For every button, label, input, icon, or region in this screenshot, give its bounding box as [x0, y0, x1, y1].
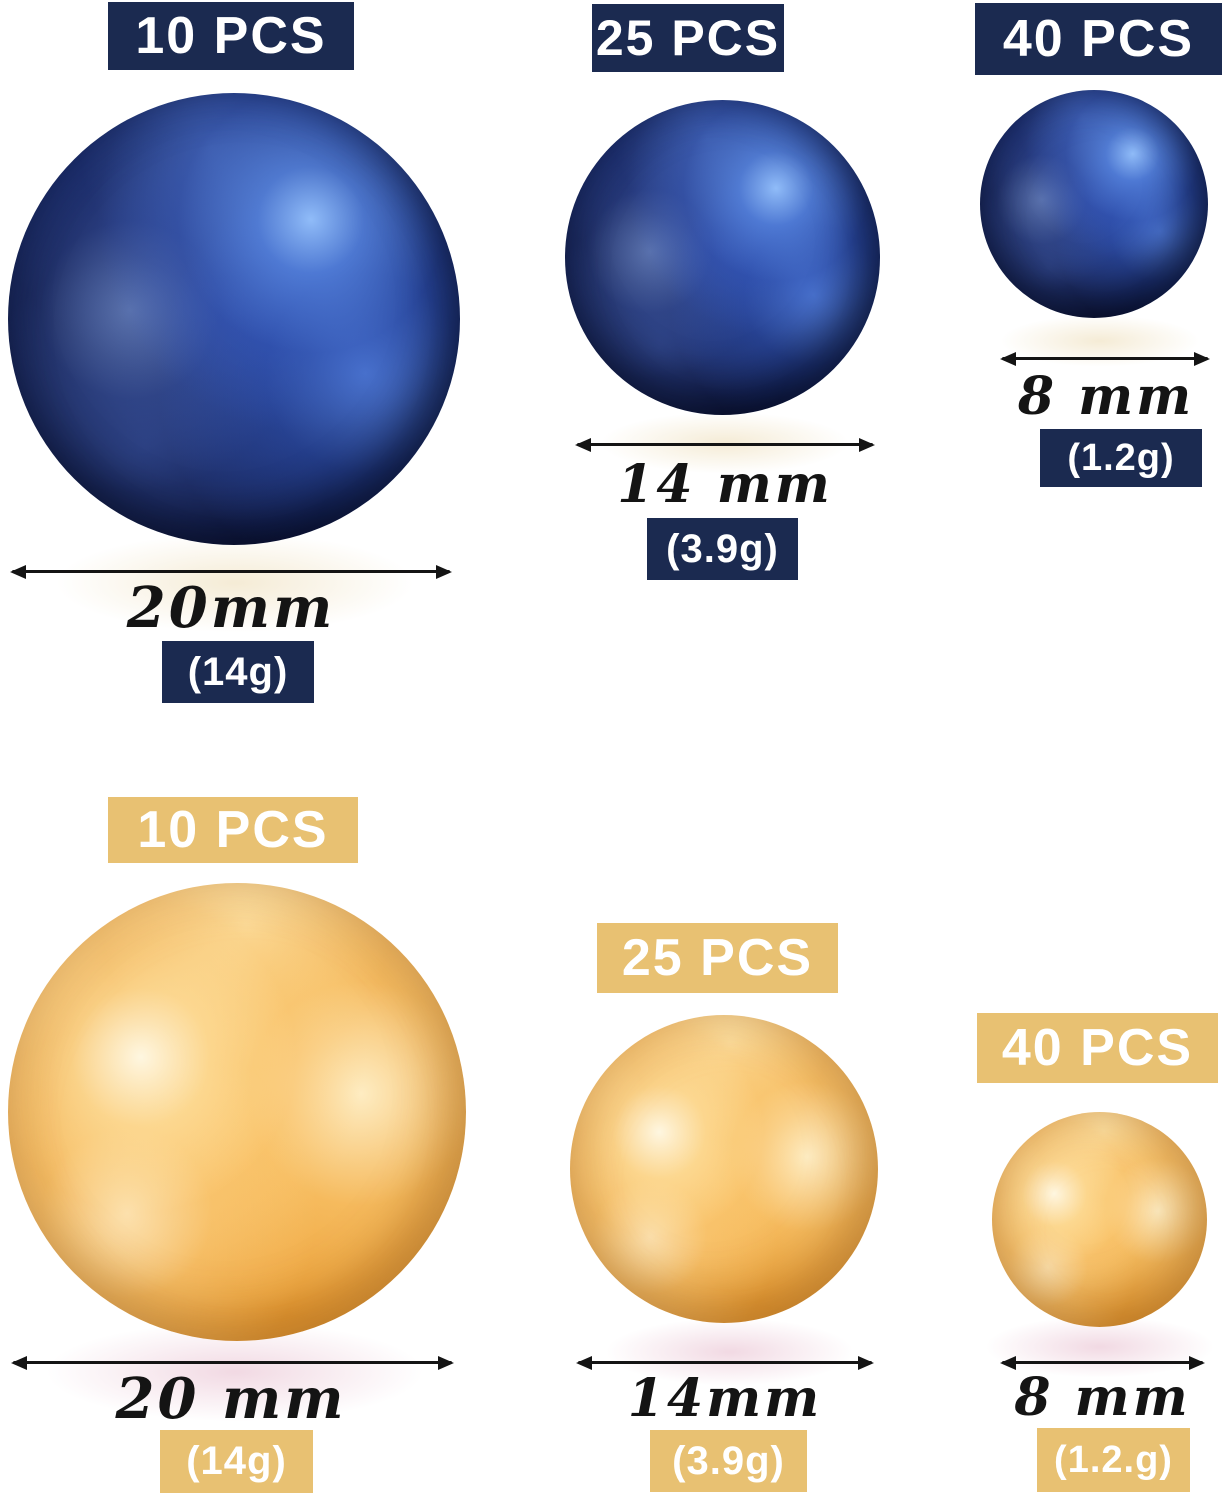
- diameter-label: 20 mm: [115, 1366, 347, 1432]
- diameter-label: 14 mm: [617, 453, 833, 515]
- navy-pearl-small-image: [980, 90, 1208, 318]
- diameter-label: 8 mm: [1017, 365, 1195, 427]
- weight-badge: (3.9g): [647, 518, 798, 580]
- pcs-count-badge: 40 PCS: [977, 1013, 1218, 1083]
- diameter-arrow: [13, 1361, 452, 1364]
- diameter-arrow: [1002, 357, 1208, 360]
- navy-pearl-medium-image: [565, 100, 880, 415]
- gold-pearl-large-image: [8, 883, 466, 1341]
- pcs-count-badge: 25 PCS: [597, 923, 838, 993]
- pcs-count-badge: 40 PCS: [975, 3, 1222, 75]
- pcs-count-badge: 25 PCS: [592, 4, 784, 72]
- diameter-arrow: [1002, 1361, 1203, 1364]
- diameter-arrow: [578, 1361, 872, 1364]
- diameter-label: 20mm: [126, 575, 336, 641]
- weight-badge: (3.9g): [650, 1430, 807, 1492]
- diameter-label: 14mm: [627, 1367, 823, 1429]
- pcs-count-badge: 10 PCS: [108, 2, 354, 70]
- diameter-arrow: [577, 443, 873, 446]
- gold-pearl-small-image: [992, 1112, 1207, 1327]
- navy-pearl-large-image: [8, 93, 460, 545]
- pcs-count-badge: 10 PCS: [108, 797, 358, 863]
- weight-badge: (14g): [162, 641, 314, 703]
- diameter-arrow: [12, 570, 450, 573]
- gold-pearl-medium-image: [570, 1015, 878, 1323]
- weight-badge: (14g): [160, 1430, 313, 1493]
- diameter-label: 8 mm: [1014, 1366, 1191, 1428]
- weight-badge: (1.2.g): [1037, 1428, 1190, 1492]
- weight-badge: (1.2g): [1040, 429, 1202, 487]
